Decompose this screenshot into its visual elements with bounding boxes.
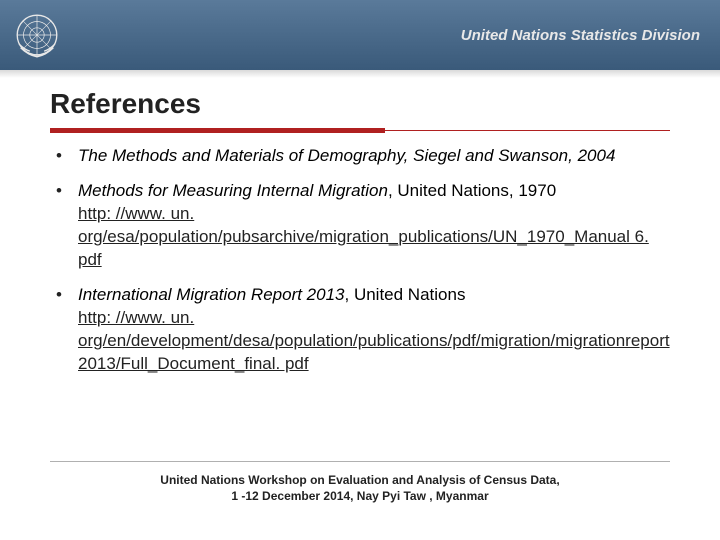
reference-tail: , United Nations, 1970 [388,181,556,200]
reference-title: The Methods and Materials of Demography,… [78,146,615,165]
references-list: The Methods and Materials of Demography,… [50,145,670,375]
un-logo [10,8,64,62]
reference-item: The Methods and Materials of Demography,… [50,145,670,168]
reference-item: International Migration Report 2013, Uni… [50,284,670,376]
reference-tail: , United Nations [345,285,466,304]
reference-title: Methods for Measuring Internal Migration [78,181,388,200]
footer-line-2: 1 -12 December 2014, Nay Pyi Taw , Myanm… [0,488,720,504]
footer-line-1: United Nations Workshop on Evaluation an… [0,472,720,488]
reference-title: International Migration Report 2013 [78,285,345,304]
slide-title: References [50,88,670,120]
reference-url[interactable]: http: //www. un. org/en/development/desa… [78,308,670,373]
header-org-title: United Nations Statistics Division [461,27,700,44]
slide-footer: United Nations Workshop on Evaluation an… [0,472,720,504]
slide-content: References The Methods and Materials of … [0,70,720,375]
footer-divider [50,461,670,462]
title-underline [50,128,670,133]
reference-url[interactable]: http: //www. un. org/esa/population/pubs… [78,204,649,269]
slide-header: United Nations Statistics Division [0,0,720,70]
reference-item: Methods for Measuring Internal Migration… [50,180,670,272]
